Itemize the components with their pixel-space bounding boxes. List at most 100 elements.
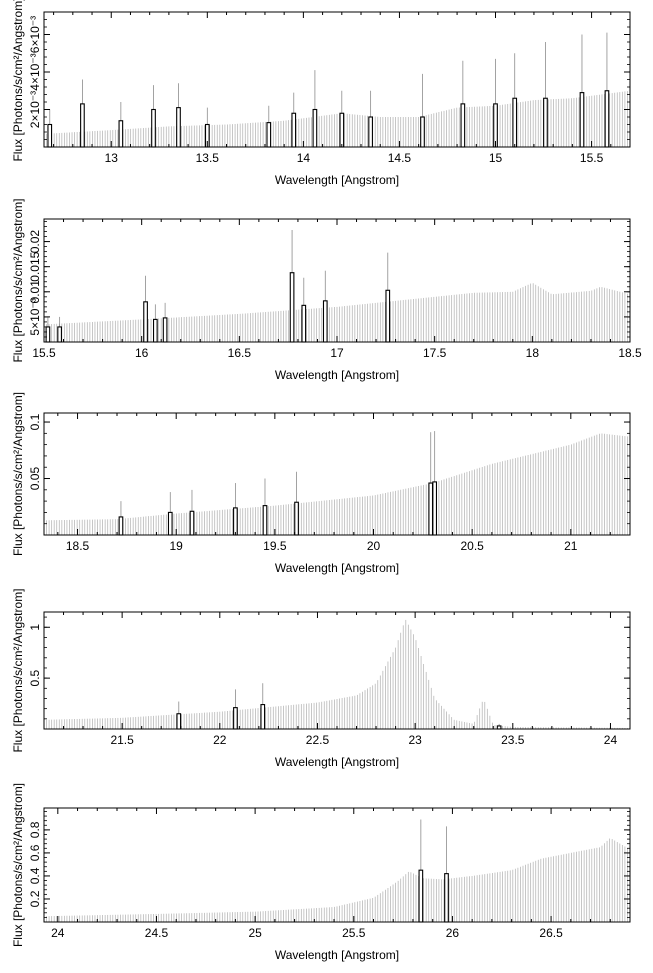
data-bar [266, 122, 272, 148]
x-tick-label: 14.5 [388, 151, 412, 165]
x-tick-label: 23.5 [501, 733, 525, 747]
panel-3: 18.5 19 19.5 20 20.5 21 0.05 0.1 Wavelength [Ang… [11, 392, 631, 575]
x-tick-label: 18.5 [618, 346, 642, 360]
data-bar [233, 507, 238, 536]
data-bar [294, 501, 299, 536]
data-bar [167, 511, 173, 536]
x-axis-title: Wavelength [Angstrom] [275, 948, 399, 962]
x-tick-label: 22.5 [306, 733, 330, 747]
x-tick-label: 19 [170, 539, 184, 553]
y-tick-label: 0.01 [28, 280, 42, 304]
y-tick-label: 0.4 [28, 867, 42, 884]
model-envelope [43, 433, 631, 535]
x-tick-label: 21.5 [110, 733, 134, 747]
y-axis-title: Flux [Photons/s/cm²/Angstrom] [11, 783, 25, 947]
panel-1: 13 13.5 14 14.5 15 15.5 2×10⁻³4×10⁻³6×10⁻³ Wave… [11, 0, 631, 187]
x-tick-label: 26.5 [539, 926, 563, 940]
model-envelope [43, 838, 631, 922]
x-axis-title: Wavelength [Angstrom] [275, 561, 399, 575]
data-bar [385, 289, 391, 343]
x-tick-label: 21 [564, 539, 578, 553]
data-bar [301, 304, 307, 343]
x-tick-label: 13.5 [196, 151, 220, 165]
data-bar [176, 107, 181, 148]
data-bar [418, 869, 424, 923]
y-tick-label: 2×10⁻³ [28, 91, 42, 128]
y-tick-label: 0.6 [28, 844, 42, 861]
data-bar [291, 112, 297, 148]
data-bar [339, 112, 345, 148]
y-tick-label: 0.2 [28, 890, 42, 907]
data-bar [579, 92, 585, 148]
data-bar [604, 90, 610, 148]
x-tick-label: 19.5 [263, 539, 287, 553]
x-tick-label: 16 [135, 346, 149, 360]
data-bar [460, 103, 466, 148]
y-tick-label: 4×10⁻³ [28, 53, 42, 90]
data-bar [260, 704, 266, 730]
data-bar [312, 108, 318, 148]
data-bar [543, 97, 548, 148]
x-axis-title: Wavelength [Angstrom] [275, 173, 399, 187]
data-bar [432, 481, 438, 536]
x-tick-label: 16.5 [228, 346, 252, 360]
x-tick-label: 20.5 [460, 539, 484, 553]
x-tick-label: 15.5 [580, 151, 604, 165]
data-bar [47, 123, 53, 148]
panel-5: 24 24.5 25 25.5 26 26.5 0.2 0.4 0.6 0.8 Wavelength… [11, 783, 631, 962]
x-tick-label: 25 [248, 926, 262, 940]
x-tick-label: 22 [213, 733, 227, 747]
x-tick-label: 24 [604, 733, 618, 747]
x-tick-label: 24 [51, 926, 65, 940]
y-tick-label: 0.05 [28, 467, 42, 491]
data-bar [151, 108, 156, 148]
data-bar [322, 300, 328, 343]
y-tick-label: 0.8 [28, 821, 42, 838]
data-bar [368, 116, 373, 148]
x-tick-label: 17.5 [423, 346, 447, 360]
model-envelope [43, 283, 631, 342]
data-bar [262, 505, 268, 536]
plot-frame [43, 807, 631, 923]
x-tick-label: 25.5 [342, 926, 366, 940]
plot-frame [43, 412, 631, 536]
data-bar [118, 516, 124, 536]
panel-2: 15.5 16 16.5 17 17.5 18 18.5 5×10⁻³0.010.0150.0… [11, 198, 642, 382]
x-tick-label: 14 [297, 151, 311, 165]
y-tick-label: 0.015 [28, 251, 42, 281]
x-axis-title: Wavelength [Angstrom] [275, 368, 399, 382]
x-tick-label: 18.5 [66, 539, 90, 553]
data-bar [420, 116, 425, 148]
data-bar [143, 301, 148, 343]
x-tick-label: 18 [526, 346, 540, 360]
data-bar [57, 326, 62, 343]
x-tick-label: 13 [105, 151, 119, 165]
y-tick-label: 5×10⁻³ [28, 298, 42, 335]
x-tick-label: 24.5 [145, 926, 169, 940]
data-bar [152, 318, 158, 343]
data-bar [444, 873, 449, 923]
data-bar [176, 713, 182, 730]
x-axis-title: Wavelength [Angstrom] [275, 755, 399, 769]
y-tick-label: 6×10⁻³ [28, 16, 42, 53]
data-bar [162, 317, 168, 343]
x-tick-label: 23 [408, 733, 422, 747]
data-bar [512, 97, 518, 148]
y-tick-label: 0.5 [28, 669, 42, 686]
data-bar [80, 103, 85, 148]
data-bar [428, 482, 434, 536]
model-envelope [43, 90, 631, 147]
y-tick-label: 0.1 [28, 413, 42, 430]
data-bar [45, 326, 51, 343]
x-tick-label: 17 [330, 346, 344, 360]
panel-4: 21.5 22 22.5 23 23.5 24 0.5 1 Wavelength [Angstr… [11, 588, 631, 769]
y-tick-label: 1 [28, 624, 42, 631]
x-tick-label: 20 [367, 539, 381, 553]
model-envelope [43, 619, 631, 729]
y-axis-title: Flux [Photons/s/cm²/Angstrom] [11, 588, 25, 752]
data-bar [118, 120, 124, 148]
data-bar [493, 103, 498, 148]
y-tick-label: 0.02 [28, 230, 42, 254]
data-bar [289, 272, 295, 343]
x-tick-label: 15.5 [32, 346, 56, 360]
